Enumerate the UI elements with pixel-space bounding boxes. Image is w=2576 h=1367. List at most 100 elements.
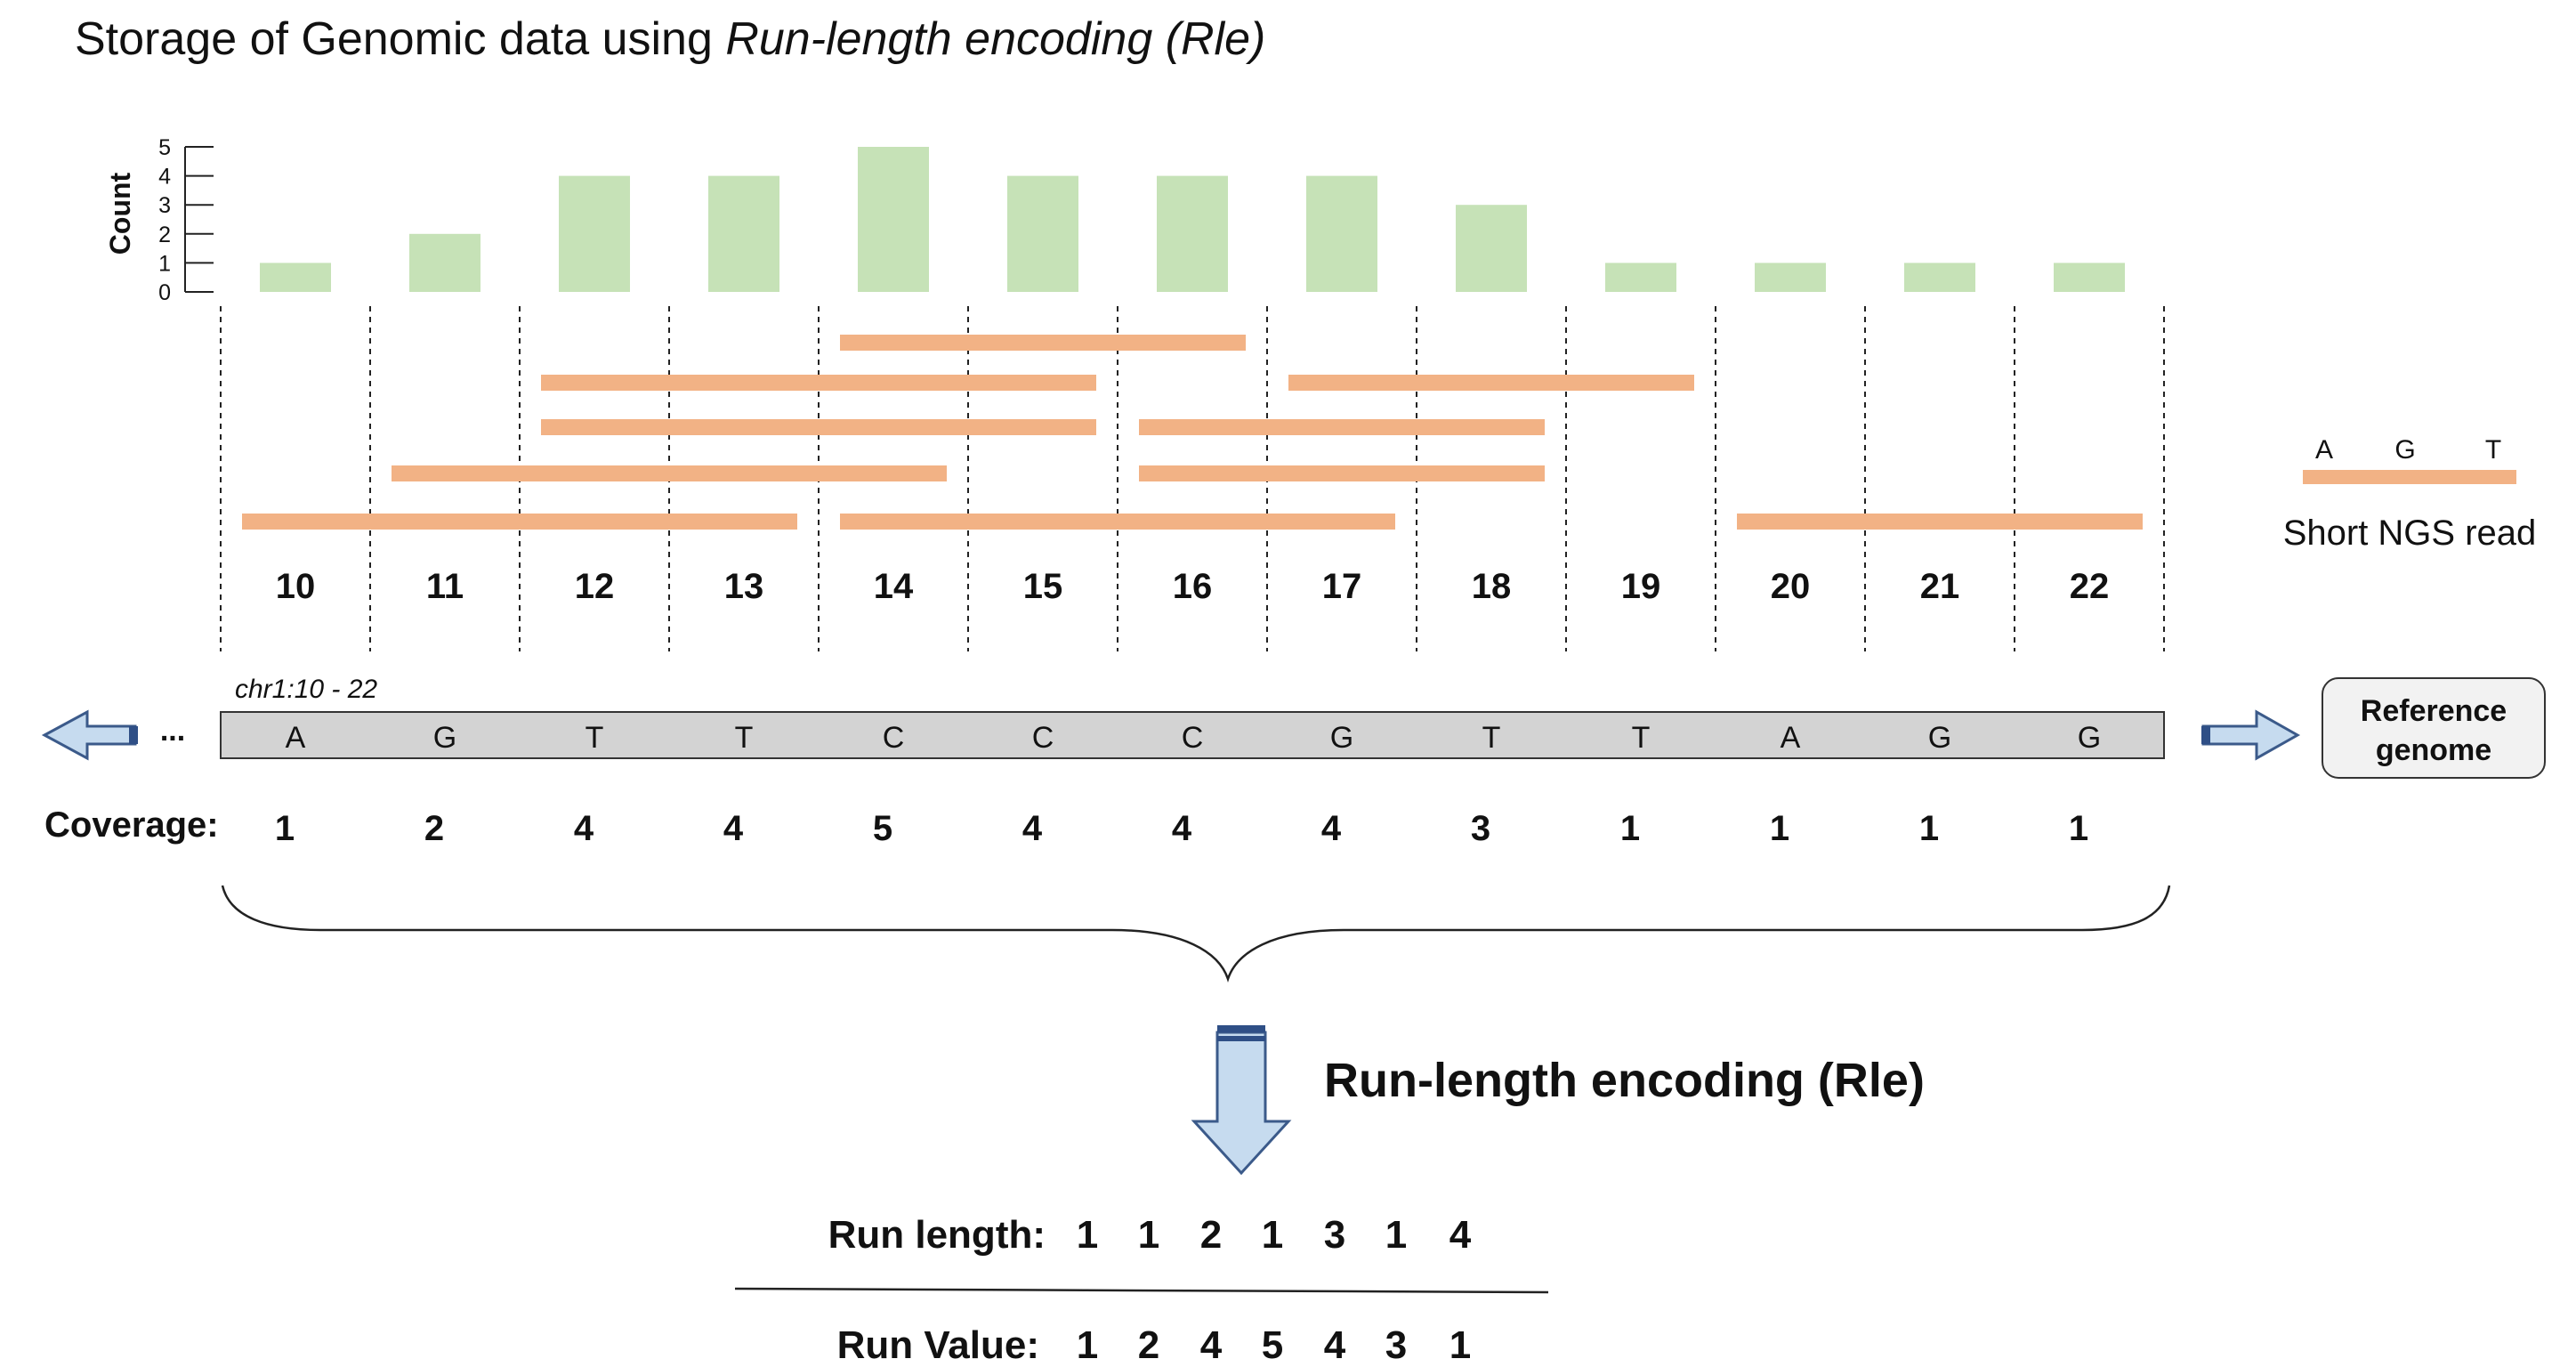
- run-length-2: 1: [1138, 1213, 1159, 1257]
- run-length-4: 1: [1262, 1213, 1283, 1257]
- read-1: [242, 514, 797, 530]
- down-arrow-cap-top: [1217, 1025, 1265, 1032]
- reference-bar: [220, 711, 2165, 759]
- position-label-18: 18: [1472, 567, 1512, 606]
- base-17: G: [1330, 721, 1353, 755]
- left-arrow-cap: [129, 726, 138, 744]
- coverage-label: Coverage:: [44, 805, 219, 845]
- read-3: [541, 419, 1096, 435]
- run-value-7: 1: [1450, 1323, 1471, 1367]
- bar-13: [708, 175, 779, 292]
- coverage-bar-chart: 0 1 2 3 4 5 Count: [104, 135, 2125, 305]
- position-label-21: 21: [1920, 567, 1960, 606]
- position-label-14: 14: [874, 567, 914, 606]
- read-8: [1139, 419, 1545, 435]
- rle-label: Run-length encoding (Rle): [1324, 1054, 1925, 1107]
- read-5: [840, 514, 1395, 530]
- run-value-4: 5: [1262, 1323, 1283, 1367]
- down-arrow-icon: [1191, 1031, 1292, 1176]
- read-6: [840, 335, 1246, 351]
- legend-base-G: G: [2394, 435, 2415, 465]
- rle-separator: [734, 1287, 1549, 1294]
- position-label-13: 13: [724, 567, 764, 606]
- coverage-value-21: 1: [1919, 809, 1939, 848]
- diagram-title: Storage of Genomic data using Run-length…: [75, 12, 1265, 66]
- position-labels: 10 11 12 13 14 15 16 17 18 19 20 21 22: [276, 567, 2110, 606]
- bar-21: [1904, 263, 1975, 292]
- y-tick-label-1: 1: [158, 251, 171, 276]
- coverage-value-22: 1: [2069, 809, 2088, 848]
- reference-genome-line1: Reference: [2361, 694, 2507, 728]
- run-value-3: 4: [1200, 1323, 1223, 1367]
- read-10: [1737, 514, 2143, 530]
- coverage-value-11: 2: [424, 809, 444, 848]
- bar-17: [1306, 175, 1377, 292]
- right-arrow-icon: [2201, 709, 2301, 761]
- bar-10: [260, 263, 331, 292]
- coverage-value-20: 1: [1770, 809, 1789, 848]
- position-label-11: 11: [426, 567, 464, 606]
- bar-18: [1456, 205, 1527, 292]
- position-label-15: 15: [1023, 567, 1063, 606]
- base-10: A: [286, 721, 306, 755]
- y-tick-label-4: 4: [158, 165, 171, 190]
- base-18: T: [1482, 721, 1501, 755]
- coverage-value-16: 4: [1172, 809, 1192, 848]
- coverage-value-17: 4: [1321, 809, 1342, 848]
- y-axis-label: Count: [104, 172, 136, 255]
- run-value-2: 2: [1138, 1323, 1159, 1367]
- base-20: A: [1781, 721, 1801, 755]
- right-arrow-cap: [2201, 726, 2210, 744]
- read-7: [1139, 465, 1545, 481]
- legend-base-A: A: [2315, 435, 2333, 465]
- run-length-7: 4: [1450, 1213, 1472, 1257]
- title-prefix: Storage of Genomic data using: [75, 13, 726, 65]
- coverage-value-15: 4: [1022, 809, 1043, 848]
- reference-genome-box: [2322, 677, 2546, 779]
- base-15: C: [1032, 721, 1054, 755]
- coverage-value-12: 4: [574, 809, 594, 848]
- left-ellipsis: ...: [160, 714, 185, 748]
- base-12: T: [585, 721, 604, 755]
- run-length-6: 1: [1385, 1213, 1407, 1257]
- bar-14: [858, 147, 929, 292]
- position-label-17: 17: [1322, 567, 1362, 606]
- read-legend: A G T Short NGS read: [2283, 435, 2537, 553]
- base-13: T: [735, 721, 754, 755]
- run-value-6: 3: [1385, 1323, 1407, 1367]
- bar-19: [1605, 263, 1676, 292]
- region-label: chr1:10 - 22: [235, 675, 377, 704]
- position-label-22: 22: [2070, 567, 2110, 606]
- coverage-value-13: 4: [723, 809, 744, 848]
- position-label-12: 12: [575, 567, 615, 606]
- base-11: G: [433, 721, 456, 755]
- y-tick-label-3: 3: [158, 193, 171, 218]
- run-value-1: 1: [1077, 1323, 1098, 1367]
- position-label-20: 20: [1771, 567, 1811, 606]
- base-21: G: [1928, 721, 1951, 755]
- brace-path: [221, 885, 2171, 983]
- read-9: [1288, 375, 1694, 391]
- run-length-3: 2: [1200, 1213, 1222, 1257]
- read-4: [541, 375, 1096, 391]
- reference-genome-line2: genome: [2376, 733, 2491, 767]
- rle-result: Run-length encoding (Rle)Run length: 1 1 2 1…: [734, 1025, 1925, 1367]
- title-emphasis: Run-length encoding (Rle): [725, 13, 1266, 65]
- legend-label: Short NGS read: [2283, 514, 2537, 553]
- bar-11: [409, 233, 480, 292]
- run-value-5: 4: [1324, 1323, 1346, 1367]
- bar-22: [2054, 263, 2125, 292]
- run-length-5: 3: [1324, 1213, 1345, 1257]
- read-2: [392, 465, 947, 481]
- bar-20: [1755, 263, 1826, 292]
- position-label-19: 19: [1621, 567, 1661, 606]
- left-arrow-icon: [41, 709, 137, 761]
- base-19: T: [1632, 721, 1651, 755]
- legend-read-bar: [2303, 470, 2516, 484]
- bar-16: [1157, 175, 1228, 292]
- position-label-10: 10: [276, 567, 316, 606]
- coverage-value-19: 1: [1620, 809, 1640, 848]
- position-label-16: 16: [1173, 567, 1213, 606]
